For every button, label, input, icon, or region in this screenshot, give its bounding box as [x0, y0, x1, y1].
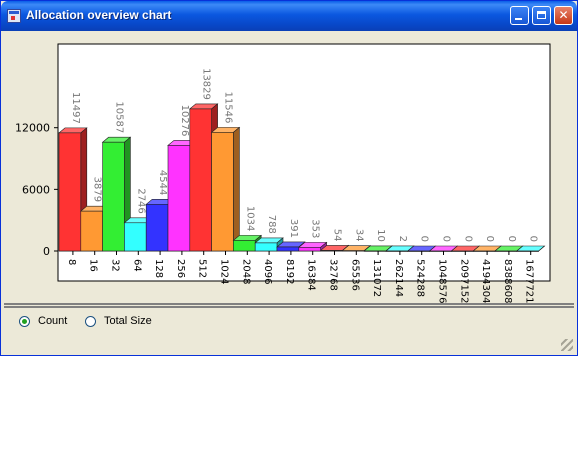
bar [58, 132, 82, 252]
bar [167, 145, 191, 252]
bar [363, 250, 387, 252]
bar [407, 250, 430, 252]
data-label: 4544 [157, 170, 168, 195]
x-tick-label: 128 [153, 259, 164, 278]
data-label: 2746 [135, 188, 146, 213]
bar [80, 210, 103, 252]
bar [211, 132, 234, 252]
bar [189, 108, 212, 252]
bar [145, 204, 169, 252]
bar [254, 242, 278, 252]
radio-count-dot [22, 318, 27, 324]
resize-grip[interactable] [561, 339, 573, 351]
data-label: 0 [462, 236, 473, 242]
data-label: 0 [441, 236, 452, 242]
data-label: 0 [506, 236, 517, 242]
data-label: 11497 [70, 92, 81, 124]
x-tick-label: 512 [197, 259, 208, 278]
close-icon: ✕ [558, 8, 569, 22]
x-tick-label: 16 [88, 259, 99, 272]
data-label: 1034 [244, 206, 255, 231]
data-label: 3879 [92, 177, 103, 202]
bar [494, 250, 518, 252]
x-tick-label: 8 [66, 259, 77, 265]
splitter-line [4, 306, 574, 308]
bar [276, 246, 300, 252]
data-label: 10276 [179, 105, 190, 137]
data-label: 10587 [114, 101, 125, 133]
minimize-icon [515, 18, 522, 20]
x-tick-label: 1024 [219, 259, 230, 284]
data-label: 788 [266, 215, 277, 234]
data-label: 13829 [201, 68, 212, 100]
x-tick-label: 256 [175, 259, 186, 278]
allocation-chart: 0 6000 12000 11497 8 3879 16 10587 32 2746 64 4544 1… [15, 43, 551, 310]
bar [516, 250, 539, 252]
app-icon[interactable] [7, 9, 21, 23]
bar [472, 250, 496, 252]
data-label: 0 [484, 236, 495, 242]
x-tick-label: 2048 [240, 259, 251, 284]
radio-count[interactable]: Count [19, 314, 67, 328]
maximize-icon [537, 11, 546, 19]
x-tick-label: 524288 [415, 259, 426, 297]
x-tick-label: 4194304 [480, 259, 491, 304]
x-tick-label: 8192 [284, 259, 295, 284]
x-tick-label: 1048576 [437, 259, 448, 304]
x-tick-label: 8388608 [502, 259, 513, 304]
bar-side [233, 126, 240, 252]
data-label: 391 [288, 219, 299, 238]
y-tick-label: 0 [43, 245, 50, 258]
y-tick-label: 6000 [22, 183, 50, 196]
bar [320, 250, 343, 252]
data-label: 0 [528, 236, 539, 242]
x-tick-label: 4096 [262, 259, 273, 284]
x-tick-label: 16777216 [524, 259, 535, 305]
radio-total-size[interactable]: Total Size [85, 314, 152, 328]
x-tick-label: 2097152 [458, 259, 469, 304]
bar-side [538, 245, 545, 252]
y-tick-label: 12000 [15, 122, 50, 135]
x-tick-label: 131072 [371, 259, 382, 297]
bar [124, 222, 147, 252]
x-tick-label: 32768 [328, 259, 339, 291]
minimize-button[interactable] [510, 6, 529, 25]
bar [233, 240, 256, 252]
data-label: 11546 [223, 92, 234, 124]
x-tick-label: 65536 [349, 259, 360, 291]
close-button[interactable]: ✕ [554, 6, 573, 25]
bar [298, 247, 321, 252]
title-bar[interactable]: Allocation overview chart ✕ [1, 1, 577, 31]
data-label: 54 [332, 229, 343, 242]
x-tick-label: 64 [131, 259, 142, 272]
bar [102, 141, 125, 252]
radio-count-circle[interactable] [19, 315, 30, 327]
chart-panel: 0 6000 12000 11497 8 3879 16 10587 32 2746 64 4544 1… [7, 33, 573, 310]
data-label: 34 [353, 229, 364, 242]
data-label: 353 [310, 219, 321, 238]
data-label: 10 [375, 229, 386, 242]
x-tick-label: 32 [110, 259, 121, 272]
data-label: 0 [419, 236, 430, 242]
radio-count-label[interactable]: Count [38, 315, 68, 327]
maximize-button[interactable] [532, 6, 551, 25]
bar [342, 250, 365, 252]
app-window: Allocation overview chart ✕ 0 6000 12000 11… [0, 0, 578, 356]
radio-total-size-circle[interactable] [85, 315, 96, 327]
data-label: 2 [397, 236, 408, 242]
radio-total-size-label[interactable]: Total Size [104, 315, 152, 327]
x-tick-label: 16384 [306, 259, 317, 291]
bar [385, 250, 409, 252]
bar [429, 250, 452, 252]
x-tick-label: 262144 [393, 259, 404, 297]
window-title: Allocation overview chart [26, 8, 172, 22]
splitter-line [4, 303, 574, 305]
bar [451, 250, 474, 252]
